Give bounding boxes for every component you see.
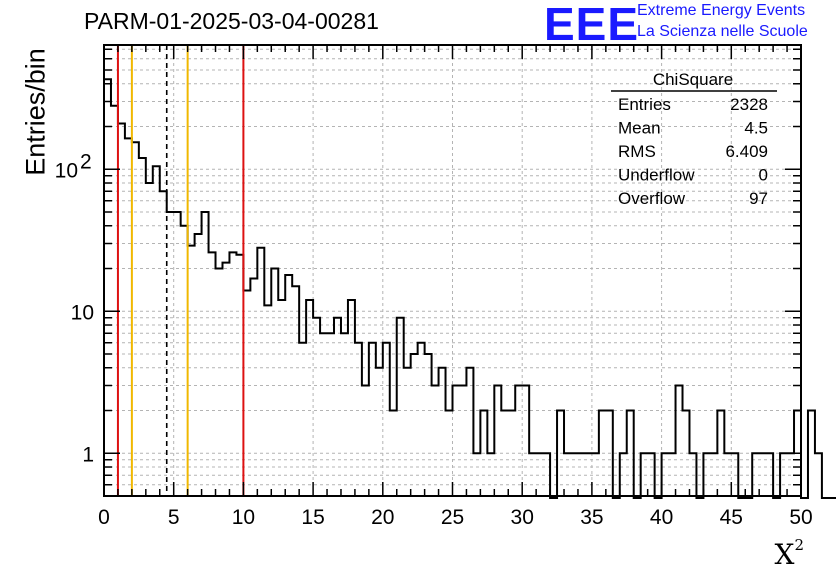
stats-row-label: Overflow <box>618 189 686 208</box>
x-tick-label: 40 <box>650 506 673 529</box>
eee-logo: EEE <box>544 0 640 50</box>
y-tick-label: 10 <box>55 159 78 182</box>
x-tick-label: 45 <box>720 506 743 529</box>
stats-row-value: 2328 <box>730 95 768 114</box>
x-axis-label: X2 <box>774 535 804 571</box>
y-tick-label: 1 <box>82 443 94 466</box>
x-tick-label: 0 <box>98 506 110 529</box>
logo-subtitle-line1: Extreme Energy Events <box>637 2 806 19</box>
stats-row-label: Entries <box>618 95 671 114</box>
histogram-series-line <box>104 78 836 499</box>
stats-box-title: ChiSquare <box>653 70 733 89</box>
x-tick-label: 35 <box>580 506 603 529</box>
x-axis-label-main: X <box>774 538 795 571</box>
x-tick-label: 10 <box>232 506 255 529</box>
x-axis-label-superscript: 2 <box>794 535 804 554</box>
chart-title: PARM-01-2025-03-04-00281 <box>84 8 379 34</box>
x-tick-label: 20 <box>371 506 394 529</box>
stats-row-value: 4.5 <box>744 119 768 138</box>
stats-row-value: 6.409 <box>725 142 768 161</box>
stats-row-value: 97 <box>749 189 768 208</box>
y-tick-label: 10 <box>71 301 94 324</box>
x-tick-label: 15 <box>301 506 324 529</box>
x-tick-label: 30 <box>511 506 534 529</box>
y-tick-label-exponent: 2 <box>80 150 92 173</box>
x-tick-label: 5 <box>168 506 180 529</box>
stats-row-label: Underflow <box>618 166 695 185</box>
logo-subtitle-line2: La Scienza nelle Scuole <box>637 23 808 40</box>
x-tick-label: 25 <box>441 506 464 529</box>
x-tick-label: 50 <box>789 506 812 529</box>
stats-row-value: 0 <box>759 166 768 185</box>
stats-row-label: RMS <box>618 142 656 161</box>
stats-row-label: Mean <box>618 119 661 138</box>
